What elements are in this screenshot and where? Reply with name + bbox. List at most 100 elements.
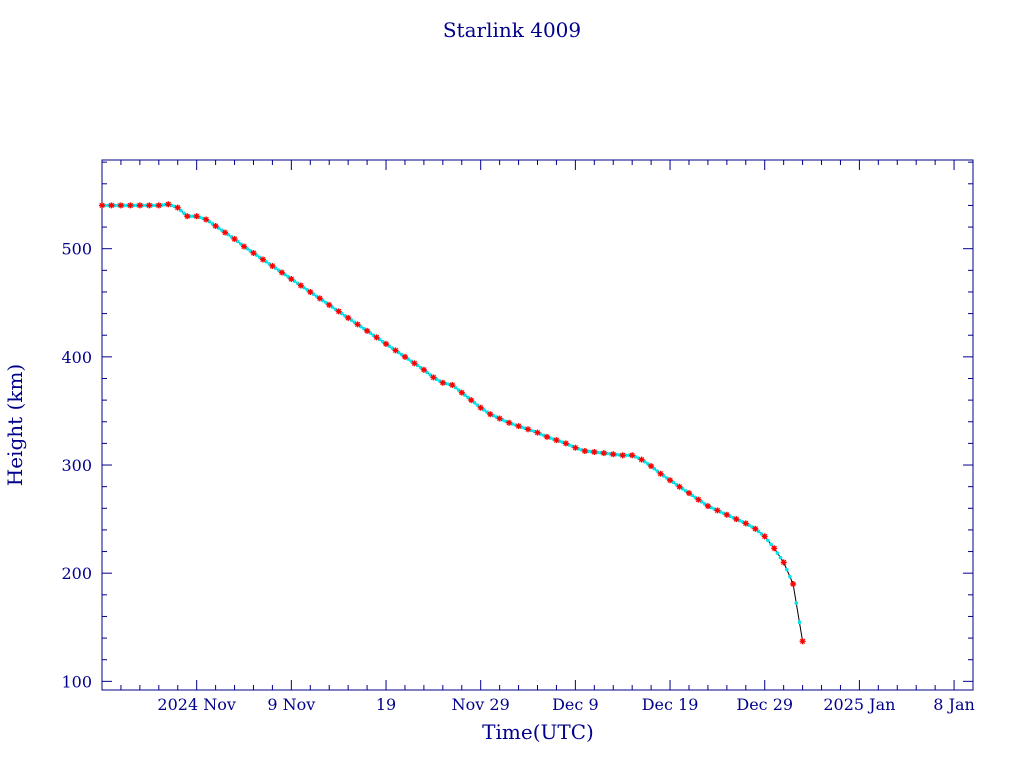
marker-stroke <box>638 456 645 463</box>
data-marker <box>127 202 134 209</box>
fill-marker <box>674 482 679 487</box>
fill-marker <box>624 453 628 458</box>
fill-marker <box>188 214 193 219</box>
fill-marker <box>125 203 130 208</box>
y-axis-label: Height (km) <box>3 364 27 486</box>
data-marker <box>657 470 664 477</box>
data-marker <box>354 321 361 328</box>
fill-marker <box>797 620 802 625</box>
fill-marker <box>434 377 439 382</box>
data-marker <box>761 533 768 540</box>
marker-stroke <box>260 256 266 263</box>
marker-stroke <box>156 202 162 209</box>
marker-stroke <box>269 263 276 269</box>
fill-marker <box>684 489 688 493</box>
data-marker <box>99 202 105 209</box>
data-marker <box>373 334 380 341</box>
fill-marker <box>750 525 754 529</box>
marker-stroke <box>743 520 749 527</box>
fill-marker <box>671 480 675 485</box>
data-marker <box>704 503 711 510</box>
fill-marker <box>103 203 107 208</box>
fill-marker <box>134 203 139 208</box>
fill-marker <box>286 275 290 279</box>
fill-marker <box>216 226 221 230</box>
data-marker <box>553 437 560 444</box>
marker-stroke <box>534 429 541 436</box>
data-marker <box>458 389 465 396</box>
fill-marker <box>352 320 357 325</box>
marker-stroke <box>771 545 777 551</box>
fill-marker <box>292 279 297 283</box>
fill-marker <box>788 574 792 579</box>
marker-stroke <box>307 289 313 295</box>
x-tick-label: Dec 19 <box>642 695 699 714</box>
fill-marker <box>665 476 669 480</box>
fill-marker <box>702 502 707 506</box>
data-marker <box>364 327 371 334</box>
data-marker <box>288 276 295 282</box>
marker-stroke <box>515 423 522 429</box>
fill-marker <box>390 346 395 351</box>
fill-marker <box>747 523 751 528</box>
marker-stroke <box>714 507 721 514</box>
marker-stroke <box>733 516 739 522</box>
fill-marker <box>646 462 650 466</box>
data-marker <box>222 229 229 236</box>
x-tick-label: 8 Jan <box>933 695 975 714</box>
marker-stroke <box>212 223 219 229</box>
marker-stroke <box>781 559 787 566</box>
data-marker <box>525 426 531 433</box>
fill-marker <box>680 487 685 491</box>
fill-marker <box>311 292 316 296</box>
data-marker <box>212 223 219 229</box>
fill-marker <box>248 249 253 253</box>
data-marker <box>600 450 607 457</box>
data-marker <box>676 483 683 490</box>
fill-marker <box>330 305 335 309</box>
marker-stroke <box>724 512 730 518</box>
fill-marker <box>785 567 789 572</box>
data-marker <box>241 243 247 250</box>
data-marker <box>733 516 740 523</box>
marker-stroke <box>279 269 285 276</box>
data-marker <box>117 202 124 209</box>
x-tick-label: 2024 Nov <box>157 695 235 714</box>
y-tick-label: 100 <box>61 672 92 691</box>
marker-stroke <box>203 216 209 223</box>
data-marker <box>515 423 522 430</box>
fill-marker <box>267 262 272 266</box>
fill-marker <box>305 287 309 292</box>
data-marker <box>278 269 285 276</box>
fill-marker <box>122 203 126 208</box>
fill-marker <box>437 379 442 383</box>
marker-stroke <box>222 229 228 236</box>
data-marker <box>477 404 484 411</box>
data-marker <box>449 382 456 388</box>
marker-stroke <box>478 405 484 411</box>
data-marker <box>686 490 692 497</box>
fill-marker <box>387 344 391 348</box>
fill-marker <box>273 266 278 270</box>
fill-marker <box>229 234 234 239</box>
fill-marker <box>381 339 385 344</box>
marker-stroke <box>165 201 171 207</box>
marker-stroke <box>421 367 427 373</box>
fill-marker <box>690 493 694 498</box>
data-marker <box>250 250 257 256</box>
data-marker <box>695 496 702 503</box>
fill-marker <box>333 307 338 312</box>
fill-marker <box>264 259 268 264</box>
fill-marker <box>340 311 344 316</box>
marker-stroke <box>572 445 579 451</box>
fill-marker <box>254 253 259 257</box>
marker-stroke <box>184 213 190 219</box>
marker-stroke <box>354 321 361 328</box>
series-line-path <box>102 203 804 642</box>
fill-marker <box>321 298 325 303</box>
fill-marker <box>418 365 423 370</box>
fill-marker <box>283 272 287 277</box>
marker-stroke <box>525 426 531 432</box>
data-marker <box>780 559 787 566</box>
marker-stroke <box>667 477 673 483</box>
